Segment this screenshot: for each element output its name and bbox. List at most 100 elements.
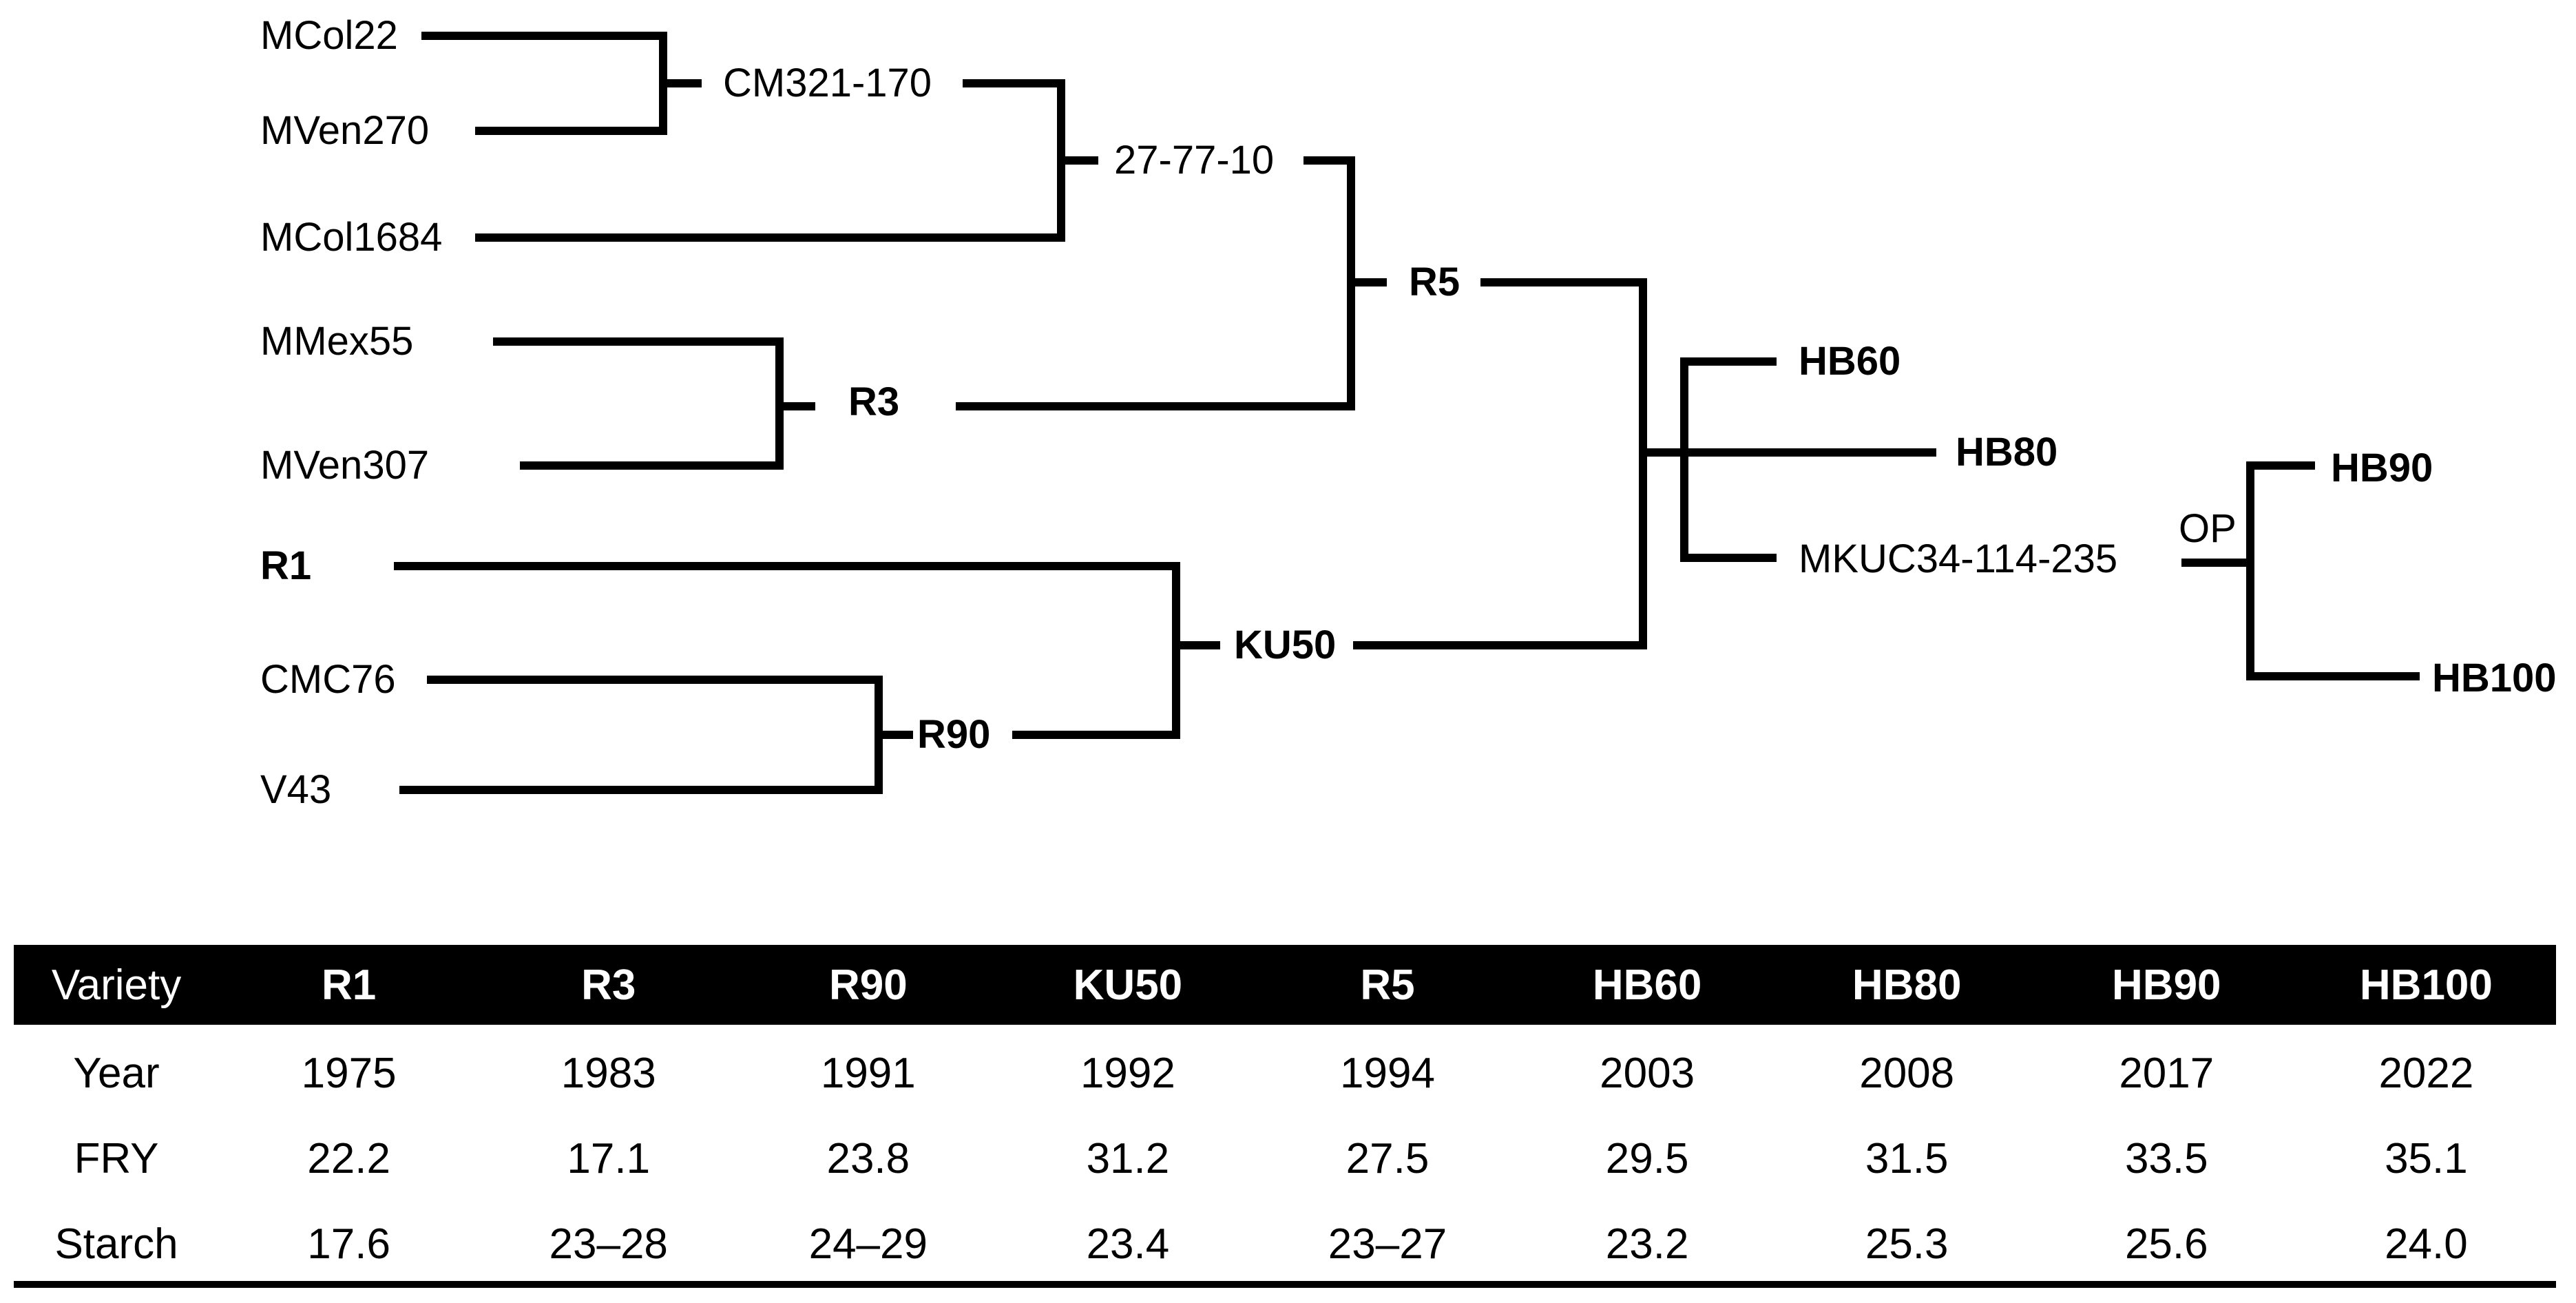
node-label-hb80: HB80 <box>1956 430 2058 475</box>
node-label-r1: R1 <box>260 543 312 588</box>
branch-line-mven270 <box>475 127 667 135</box>
header-r3: R3 <box>479 945 739 1025</box>
branch-line-mven307 <box>520 461 784 470</box>
branch-stub-27-77-10 <box>1057 156 1098 165</box>
variety-table: Variety R1 R3 R90 KU50 R5 HB60 HB80 HB90… <box>14 945 2556 1286</box>
fry-hb60: 29.5 <box>1605 1134 1689 1182</box>
year-ku50: 1992 <box>1080 1049 1175 1097</box>
starch-hb60: 23.2 <box>1605 1220 1689 1268</box>
year-hb90: 2017 <box>2119 1049 2214 1097</box>
node-label-r3: R3 <box>848 379 900 424</box>
node-label-27-77-10: 27-77-10 <box>1114 138 1275 183</box>
header-hb90: HB90 <box>2036 945 2296 1025</box>
year-r5: 1994 <box>1340 1049 1435 1097</box>
year-hb80: 2008 <box>1859 1049 1955 1097</box>
table-bottom-rule <box>14 1281 2556 1288</box>
connector-27-77-10-r3 <box>1347 156 1355 410</box>
fry-r90: 23.8 <box>826 1134 910 1182</box>
table-row-year: Year 1975 1983 1991 1992 1994 2003 2008 … <box>14 1030 2556 1116</box>
row-label-fry: FRY <box>74 1134 159 1182</box>
starch-r3: 23–28 <box>549 1220 668 1268</box>
year-r90: 1991 <box>820 1049 916 1097</box>
fry-hb90: 33.5 <box>2124 1134 2208 1182</box>
year-r3: 1983 <box>561 1049 656 1097</box>
branch-line-mcol22 <box>421 32 667 40</box>
branch-stub-hb90 <box>2246 461 2315 470</box>
node-label-mven270: MVen270 <box>260 108 430 153</box>
branch-line-r5 <box>1480 278 1647 286</box>
branch-line-mmex55 <box>493 337 784 346</box>
branch-line-mkuc34-op <box>2181 559 2254 567</box>
node-label-mcol1684: MCol1684 <box>260 215 443 260</box>
branch-line-r1 <box>394 562 1180 570</box>
node-label-v43: V43 <box>260 767 332 812</box>
year-r1: 1975 <box>301 1049 397 1097</box>
table-row-starch: Starch 17.6 23–28 24–29 23.4 23–27 23.2 … <box>14 1201 2556 1286</box>
year-hb100: 2022 <box>2378 1049 2474 1097</box>
branch-stub-cm321-170 <box>659 79 702 87</box>
branch-stub-mkuc34 <box>1680 554 1777 562</box>
node-label-hb100: HB100 <box>2432 656 2557 700</box>
row-label-year: Year <box>73 1049 160 1097</box>
node-label-mven307: MVen307 <box>260 443 430 488</box>
branch-line-mcol1684 <box>475 233 1065 242</box>
branch-line-cm321-170 <box>963 79 1065 87</box>
year-hb60: 2003 <box>1600 1049 1695 1097</box>
branch-line-27-77-10 <box>1303 156 1355 165</box>
connector-mcol22-mven270 <box>659 32 667 135</box>
branch-stub-r3 <box>775 402 815 410</box>
node-label-r5: R5 <box>1409 260 1460 304</box>
branch-stub-r90 <box>875 731 913 739</box>
node-label-cmc76: CMC76 <box>260 657 396 702</box>
header-ku50: KU50 <box>998 945 1258 1025</box>
branch-stub-hb60 <box>1680 357 1777 366</box>
branch-line-v43 <box>399 786 883 794</box>
branch-stub-ku50 <box>1172 641 1220 649</box>
connector-mmex55-mven307 <box>775 337 784 470</box>
branch-line-hb80 <box>1639 448 1936 457</box>
spacer-row <box>14 1025 2556 1030</box>
table-row-fry: FRY 22.2 17.1 23.8 31.2 27.5 29.5 31.5 3… <box>14 1116 2556 1201</box>
branch-line-r3 <box>956 402 1355 410</box>
header-hb60: HB60 <box>1517 945 1777 1025</box>
connector-r5-ku50 <box>1639 278 1647 649</box>
node-label-r90: R90 <box>917 712 991 757</box>
branch-line-hb100 <box>2246 672 2420 680</box>
fry-r5: 27.5 <box>1345 1134 1430 1182</box>
header-hb100: HB100 <box>2296 945 2556 1025</box>
node-label-hb60: HB60 <box>1799 339 1901 384</box>
node-label-mmex55: MMex55 <box>260 319 414 364</box>
starch-ku50: 23.4 <box>1086 1220 1170 1268</box>
node-label-mcol22: MCol22 <box>260 13 398 58</box>
starch-hb80: 25.3 <box>1865 1220 1949 1268</box>
connector-hb90-hb100 <box>2246 461 2254 680</box>
header-r1: R1 <box>219 945 479 1025</box>
starch-hb100: 24.0 <box>2385 1220 2468 1268</box>
fry-hb100: 35.1 <box>2385 1134 2468 1182</box>
header-variety: Variety <box>14 945 220 1025</box>
connector-cm321-mcol1684 <box>1057 79 1065 242</box>
starch-r5: 23–27 <box>1328 1220 1447 1268</box>
fry-ku50: 31.2 <box>1086 1134 1170 1182</box>
row-label-starch: Starch <box>54 1220 178 1268</box>
branch-line-r90 <box>1012 731 1180 739</box>
node-label-ku50: KU50 <box>1234 623 1337 667</box>
fry-r3: 17.1 <box>567 1134 651 1182</box>
branch-line-cmc76 <box>427 676 883 684</box>
branch-stub-r5 <box>1347 278 1387 286</box>
branch-line-ku50 <box>1353 641 1647 649</box>
node-label-hb90: HB90 <box>2331 446 2433 490</box>
connector-hb60-mkuc34 <box>1680 357 1688 562</box>
header-r90: R90 <box>738 945 998 1025</box>
table-header-row: Variety R1 R3 R90 KU50 R5 HB60 HB80 HB90… <box>14 945 2556 1025</box>
header-hb80: HB80 <box>1777 945 2037 1025</box>
fry-hb80: 31.5 <box>1865 1134 1949 1182</box>
header-r5: R5 <box>1257 945 1518 1025</box>
fry-r1: 22.2 <box>307 1134 390 1182</box>
connector-cmc76-v43 <box>875 676 883 794</box>
starch-r1: 17.6 <box>307 1220 390 1268</box>
node-label-mkuc34-114-235: MKUC34-114-235 <box>1799 536 2118 581</box>
starch-r90: 24–29 <box>808 1220 928 1268</box>
node-label-cm321-170: CM321-170 <box>723 61 932 105</box>
